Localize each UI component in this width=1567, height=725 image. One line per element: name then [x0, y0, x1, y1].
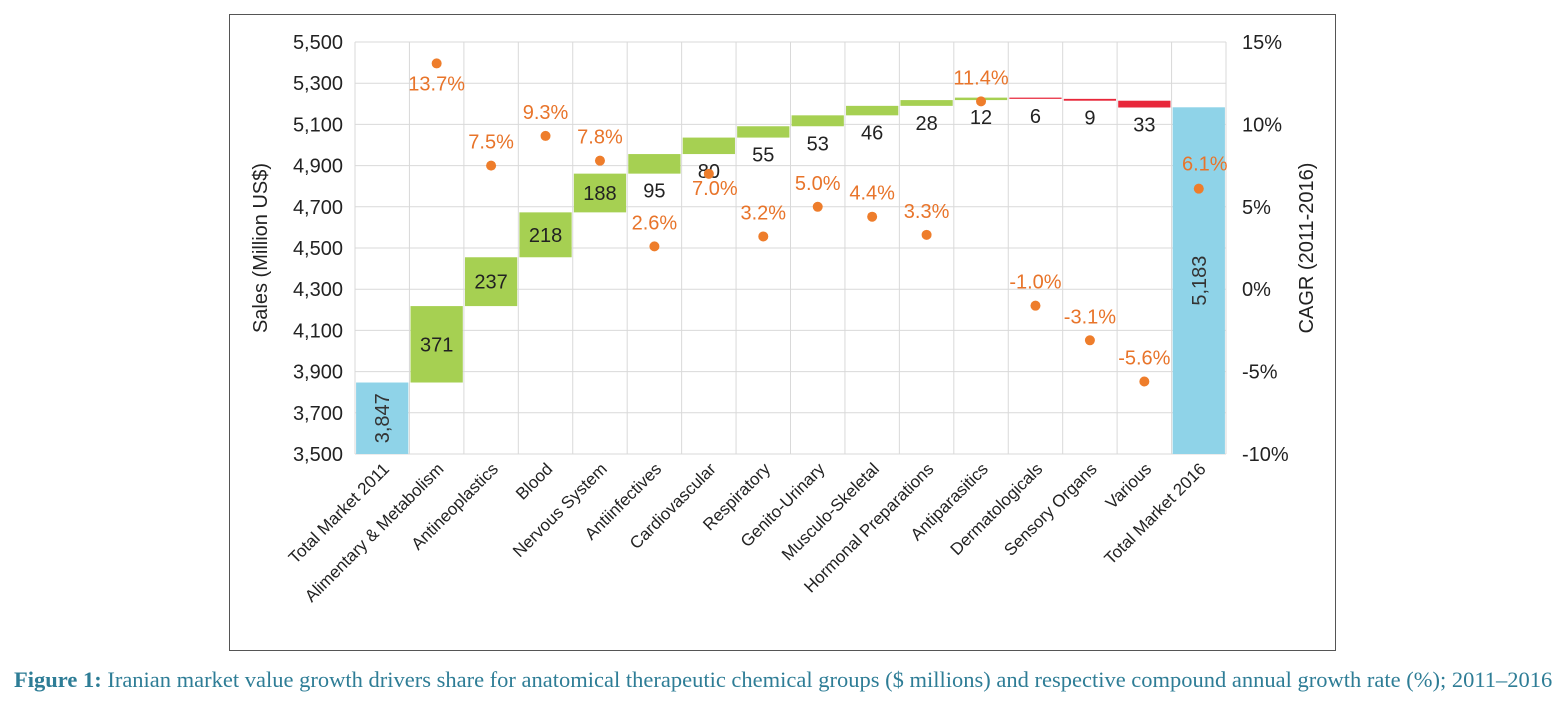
y-tick-label: 3,900: [293, 362, 343, 384]
cagr-point-8: [812, 201, 823, 212]
cagr-label-4: 7.8%: [577, 127, 623, 149]
bar-label-14: 33: [1133, 115, 1155, 137]
bar-6: [682, 137, 735, 155]
cagr-point-14: [1139, 376, 1150, 387]
y2-axis-title: CAGR (2011-2016): [1296, 163, 1318, 334]
cagr-label-3: 9.3%: [523, 102, 569, 124]
cagr-label-10: 3.3%: [904, 201, 950, 223]
waterfall-chart: 3,500 3,700 3,900 4,100 4,300 4,500 4,700 4,900…: [250, 32, 1318, 606]
bar-label-7: 55: [752, 145, 774, 167]
bar-label-3: 218: [529, 225, 562, 247]
y-tick-label: 3,500: [293, 444, 343, 466]
bar-2: [464, 257, 518, 307]
bar-1: [410, 306, 463, 383]
y-tick-label: 5,100: [293, 114, 343, 136]
cagr-label-2: 7.5%: [468, 132, 514, 154]
cagr-label-14: -5.6%: [1118, 347, 1170, 369]
y-tick-label: 5,500: [293, 32, 343, 54]
cagr-point-4: [594, 155, 605, 166]
caption-text: Iranian market value growth drivers shar…: [107, 667, 1553, 692]
x-category-label: Sensory Organs: [1000, 459, 1100, 559]
cagr-point-10: [921, 229, 932, 240]
bar-label-11: 12: [970, 107, 992, 129]
x-category-label: Blood: [512, 459, 556, 503]
bar-label-15: 5,183: [1189, 256, 1211, 306]
y-tick-label: 4,700: [293, 197, 343, 219]
caption-label: Figure 1:: [14, 667, 102, 692]
bar-7: [737, 126, 790, 138]
bar-0: [356, 382, 409, 454]
bar-4: [573, 173, 627, 213]
cagr-label-5: 2.6%: [632, 212, 678, 234]
bar-label-2: 237: [474, 272, 507, 294]
bar-label-12: 6: [1030, 106, 1041, 128]
cagr-label-1: 13.7%: [408, 73, 465, 95]
x-category-label: Total Market 2016: [1101, 459, 1210, 568]
cagr-point-3: [540, 130, 551, 141]
bar-label-0: 3,847: [372, 393, 394, 443]
y-tick-label: 4,300: [293, 279, 343, 301]
y-axis-title: Sales (Million US$): [250, 163, 272, 333]
cagr-point-15: [1193, 183, 1204, 194]
cagr-point-9: [867, 211, 878, 222]
bar-label-10: 28: [915, 113, 937, 135]
x-category-label: Total Market 2011: [285, 459, 393, 567]
bar-12: [1009, 97, 1062, 99]
cagr-label-11: 11.4%: [953, 67, 1008, 89]
bar-14: [1118, 100, 1171, 108]
bar-10: [900, 100, 953, 106]
bar-9: [846, 105, 899, 116]
cagr-label-12: -1.0%: [1009, 272, 1061, 294]
bar-label-5: 95: [643, 181, 665, 203]
y-tick-label: 4,100: [293, 320, 343, 342]
bar-13: [1063, 98, 1117, 101]
x-category-label: Musculo-Skeletal: [778, 459, 883, 564]
cagr-label-8: 5.0%: [795, 173, 841, 195]
y-tick-label: 5,300: [293, 73, 343, 95]
cagr-label-13: -3.1%: [1064, 306, 1116, 328]
bar-label-1: 371: [420, 334, 453, 356]
figure-caption: Figure 1: Iranian market value growth dr…: [14, 666, 1559, 693]
cagr-label-7: 3.2%: [740, 202, 786, 224]
cagr-point-7: [758, 231, 769, 242]
cagr-point-1: [431, 58, 442, 69]
cagr-label-9: 4.4%: [849, 183, 895, 205]
cagr-point-11: [976, 96, 987, 107]
cagr-point-6: [703, 168, 714, 179]
x-category-label: Nervous System: [509, 459, 611, 561]
y2-tick-label: 0%: [1242, 279, 1271, 301]
x-category-label: Dermatologicals: [947, 459, 1047, 559]
y-tick-label: 4,500: [293, 238, 343, 260]
cagr-point-12: [1030, 300, 1041, 311]
y2-tick-label: 10%: [1242, 114, 1282, 136]
cagr-point-2: [486, 160, 497, 171]
bar-label-8: 53: [807, 133, 829, 155]
chart-frame: 3,500 3,700 3,900 4,100 4,300 4,500 4,700 4,900…: [229, 14, 1336, 651]
y2-tick-label: 15%: [1242, 32, 1282, 54]
cagr-point-5: [649, 241, 660, 252]
bar-5: [628, 154, 681, 174]
bar-label-4: 188: [583, 183, 616, 205]
cagr-label-15: 6.1%: [1182, 154, 1228, 176]
y-tick-label: 3,700: [293, 403, 343, 425]
y2-tick-label: 5%: [1242, 197, 1271, 219]
bar-15: [1172, 107, 1225, 454]
y2-tick-label: -5%: [1242, 362, 1278, 384]
x-category-label: Various: [1102, 459, 1155, 512]
bar-3: [519, 212, 572, 258]
cagr-point-13: [1084, 335, 1095, 346]
y-tick-label: 4,900: [293, 156, 343, 178]
cagr-label-6: 7.0%: [692, 178, 738, 200]
bar-8: [791, 115, 844, 127]
bar-label-13: 9: [1084, 108, 1095, 130]
y2-tick-label: -10%: [1242, 444, 1289, 466]
bar-label-9: 46: [861, 122, 883, 144]
